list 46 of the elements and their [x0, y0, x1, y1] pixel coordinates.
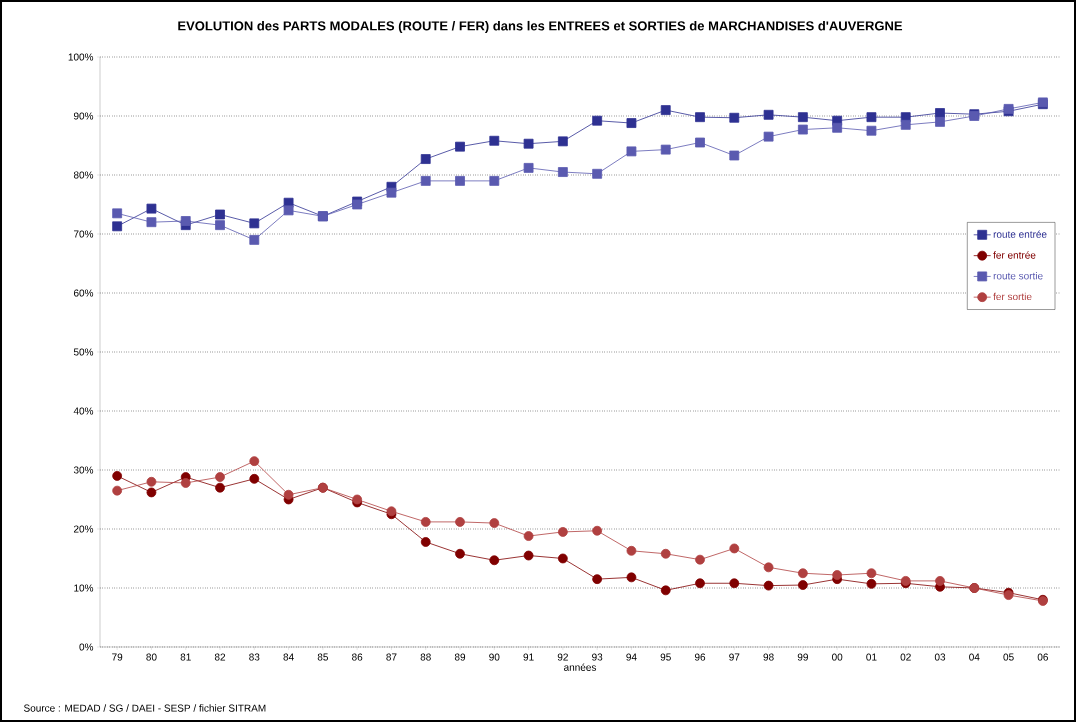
source-note: Source : MEDAD / SG / DAEI - SESP / fichier SITRAM	[23, 704, 266, 712]
x-tick-label: 91	[523, 653, 534, 661]
y-tick-label: 20%	[73, 525, 94, 533]
x-tick-label: 90	[489, 653, 500, 661]
y-tick-label: 0%	[79, 643, 94, 651]
y-tick-label: 60%	[73, 289, 94, 297]
x-tick-label: 80	[146, 653, 157, 661]
x-tick-label: 04	[969, 653, 980, 661]
x-tick-label: 98	[763, 653, 774, 661]
x-tick-label: 99	[797, 653, 808, 661]
x-tick-label: 88	[420, 653, 431, 661]
y-tick-label: 10%	[74, 584, 94, 592]
x-tick-label: 89	[454, 653, 466, 661]
x-tick-label: 96	[694, 653, 706, 661]
x-tick-label: 83	[249, 653, 260, 661]
chart-title: EVOLUTION des PARTS MODALES (ROUTE / FER) dans les ENTREES et SORTIES de MARCHANDISES d'AUVERGNE	[178, 20, 903, 34]
y-tick-label: 90%	[73, 112, 94, 120]
x-tick-label: 06	[1037, 653, 1048, 661]
legend-label: route entrée	[993, 230, 1047, 238]
x-tick-label: 79	[112, 653, 123, 661]
y-tick-label: 50%	[73, 348, 94, 356]
x-tick-label: 00	[831, 653, 843, 661]
x-tick-label: 92	[557, 653, 568, 661]
x-tick-label: 85	[317, 653, 329, 661]
x-tick-label: 86	[352, 653, 363, 661]
x-tick-label: 02	[900, 653, 911, 661]
y-tick-label: 100%	[68, 53, 94, 61]
x-tick-label: 97	[729, 653, 740, 661]
legend-label: fer sortie	[993, 292, 1032, 301]
legend-label: route sortie	[993, 272, 1043, 280]
x-axis-title: années	[564, 663, 597, 671]
x-tick-label: 95	[660, 653, 671, 661]
y-tick-label: 80%	[73, 171, 94, 179]
x-tick-label: 03	[934, 653, 946, 661]
y-tick-label: 70%	[73, 230, 94, 238]
x-tick-label: 82	[214, 653, 226, 661]
x-tick-label: 81	[180, 653, 191, 661]
x-tick-label: 84	[283, 653, 294, 661]
x-tick-label: 93	[592, 653, 603, 661]
y-tick-label: 40%	[73, 407, 94, 415]
x-tick-label: 87	[386, 653, 397, 661]
x-tick-label: 05	[1003, 653, 1014, 661]
x-tick-label: 01	[866, 653, 877, 661]
y-tick-label: 30%	[73, 466, 94, 474]
legend-label: fer entrée	[993, 251, 1036, 259]
x-tick-label: 94	[626, 653, 637, 661]
